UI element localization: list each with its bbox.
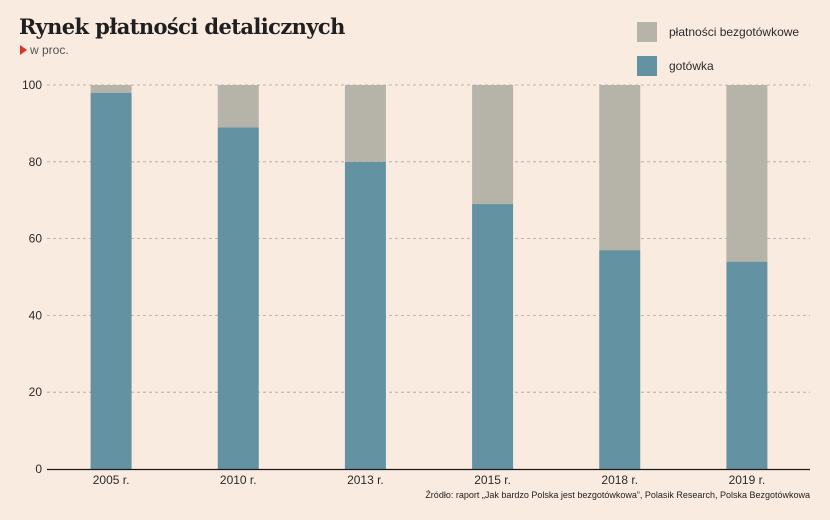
bar-cash-2005 [90,92,132,470]
y-tick-label-60: 60 [29,232,43,246]
x-tick-label-2019: 2019 r. [729,473,766,487]
bar-cash-2013 [344,161,386,470]
chart-subtitle: w proc. [20,43,69,57]
y-tick-label-100: 100 [22,78,42,92]
bar-cash-2010 [217,127,259,470]
bar-cashless-2019 [726,85,768,262]
legend: płatności bezgotówkowe gotówka [637,22,799,90]
bar-cashless-2013 [344,85,386,162]
legend-swatch-cash [637,56,657,76]
x-tick-label-2018: 2018 r. [601,473,638,487]
x-tick-label-2005: 2005 r. [93,473,130,487]
bar-cash-2015 [472,204,514,470]
bar-cashless-2005 [90,85,132,93]
bar-cashless-2018 [599,85,641,251]
y-tick-label-80: 80 [29,155,43,169]
x-tick-label-2015: 2015 r. [474,473,511,487]
triangle-marker-icon [20,45,27,55]
unit-label: w proc. [30,43,69,57]
bar-cashless-2010 [217,85,259,128]
legend-label-cash: gotówka [669,59,714,73]
chart-title: Rynek płatności detalicznych [19,14,345,39]
legend-item-cash: gotówka [637,56,799,76]
bar-cashless-2015 [472,85,514,205]
y-tick-label-0: 0 [35,462,42,476]
legend-label-cashless: płatności bezgotówkowe [669,25,800,39]
legend-swatch-cashless [637,22,657,42]
bar-cash-2019 [726,261,768,469]
y-tick-label-40: 40 [29,308,43,322]
x-tick-label-2013: 2013 r. [347,473,384,487]
source-note: Źródło: raport „Jak bardzo Polska jest b… [425,490,810,500]
x-tick-label-2010: 2010 r. [220,473,257,487]
legend-item-cashless: płatności bezgotówkowe [637,22,799,42]
y-tick-label-20: 20 [29,385,43,399]
bar-cash-2018 [599,250,641,469]
